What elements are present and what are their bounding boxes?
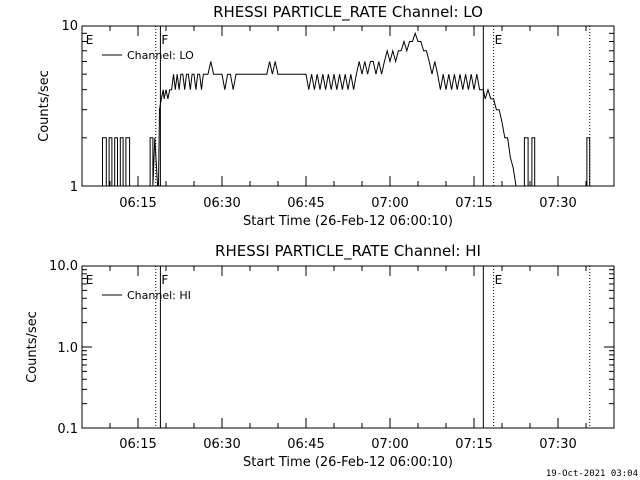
region-label: F bbox=[161, 273, 168, 287]
x-tick-label: 06:30 bbox=[203, 437, 240, 452]
x-tick-label: 07:30 bbox=[539, 196, 576, 211]
plot-frame bbox=[81, 25, 615, 187]
region-label: F bbox=[161, 33, 168, 47]
x-tick-label: 06:15 bbox=[119, 437, 156, 452]
x-tick-label: 06:15 bbox=[119, 196, 156, 211]
y-tick-label: 1.0 bbox=[57, 341, 78, 356]
x-tick-label: 06:30 bbox=[203, 196, 240, 211]
chart-panel-1: RHESSI PARTICLE_RATE Channel: LO 06:15 06:… bbox=[37, 3, 615, 229]
y-tick-label: 0.1 bbox=[57, 422, 78, 437]
x-tick-label: 07:30 bbox=[539, 437, 576, 452]
region-label: E bbox=[86, 273, 94, 287]
y-tick-label: 1 bbox=[70, 180, 78, 195]
y-axis-label: Counts/sec bbox=[25, 311, 40, 383]
footer-timestamp: 19-Oct-2021 03:04 bbox=[546, 469, 638, 479]
legend-label: Channel: LO bbox=[127, 49, 194, 62]
x-axis-label: Start Time (26-Feb-12 06:00:10) bbox=[243, 214, 453, 229]
y-tick-label: 10.0 bbox=[49, 259, 78, 274]
x-tick-label: 07:00 bbox=[371, 196, 408, 211]
x-tick-label: 07:15 bbox=[455, 196, 492, 211]
region-label: E bbox=[495, 33, 503, 47]
x-axis-label: Start Time (26-Feb-12 06:00:10) bbox=[243, 455, 453, 470]
x-tick-label: 07:15 bbox=[455, 437, 492, 452]
region-label: E bbox=[495, 273, 503, 287]
y-axis-label: Counts/sec bbox=[37, 70, 52, 142]
legend-label: Channel: HI bbox=[127, 289, 191, 302]
series-line bbox=[102, 31, 591, 187]
chart-title: RHESSI PARTICLE_RATE Channel: HI bbox=[215, 242, 481, 261]
x-tick-label: 07:00 bbox=[371, 437, 408, 452]
x-tick-label: 06:45 bbox=[287, 196, 324, 211]
chart-title: RHESSI PARTICLE_RATE Channel: LO bbox=[213, 3, 483, 22]
x-tick-label: 06:45 bbox=[287, 437, 324, 452]
chart-panel-2: RHESSI PARTICLE_RATE Channel: HI 06:15 06:… bbox=[25, 242, 615, 470]
region-label: E bbox=[86, 33, 94, 47]
y-tick-label: 10 bbox=[61, 19, 78, 34]
